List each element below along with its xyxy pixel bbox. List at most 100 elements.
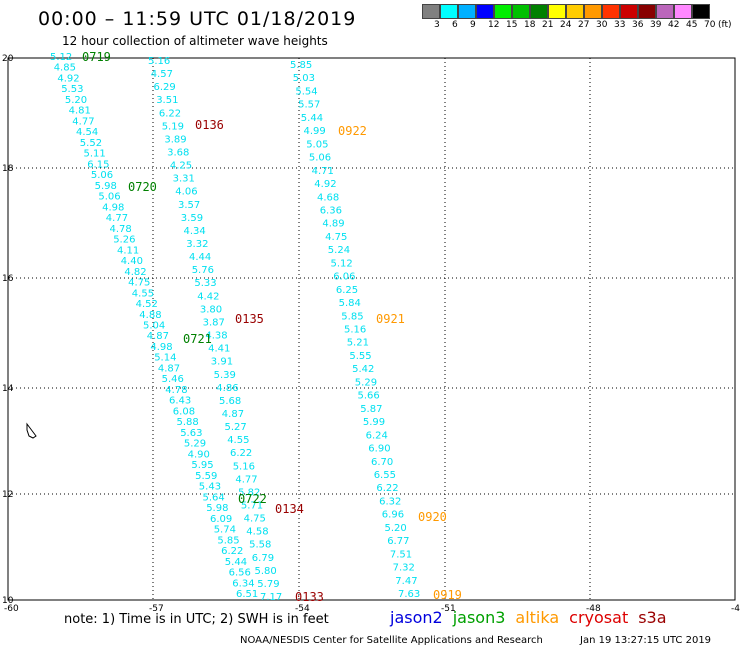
wave-height-value: 3.80 (200, 304, 222, 315)
wave-height-value: 4.42 (197, 291, 219, 302)
wave-height-value: 6.22 (376, 483, 398, 494)
legend-swatch (602, 4, 620, 19)
footer-credit: NOAA/NESDIS Center for Satellite Applica… (240, 635, 543, 646)
legend-label: 21 (542, 20, 554, 30)
wave-height-value: 5.11 (84, 149, 106, 160)
wave-height-value: 4.77 (106, 213, 128, 224)
wave-height-value: 4.78 (110, 224, 132, 235)
legend-unit: (ft) (718, 20, 732, 30)
legend-swatch (494, 4, 512, 19)
legend-swatch (692, 4, 710, 19)
pass-time-label: 0719 (82, 50, 111, 64)
wave-height-value: 7.63 (398, 589, 420, 600)
wave-height-value: 6.29 (154, 82, 176, 93)
wave-height-value: 5.58 (249, 540, 271, 551)
wave-height-value: 5.95 (191, 460, 213, 471)
page-title: 00:00 – 11:59 UTC 01/18/2019 (38, 8, 357, 30)
wave-height-value: 5.99 (363, 417, 385, 428)
wave-height-value: 6.77 (387, 536, 409, 547)
wave-height-value: 6.79 (252, 553, 274, 564)
pass-time-label: 0921 (376, 312, 405, 326)
wave-height-value: 5.64 (203, 492, 225, 503)
wave-height-value: 5.20 (385, 523, 407, 534)
wave-height-value: 3.31 (173, 174, 195, 185)
footer-timestamp: Jan 19 13:27:15 UTC 2019 (580, 635, 712, 646)
wave-height-value: 4.87 (222, 409, 244, 420)
wave-height-value: 4.75 (325, 232, 347, 243)
color-legend: 3 6 9 12 15 18 21 24 27 30 33 36 39 42 45 70 (ft) (422, 4, 740, 31)
wave-height-value: 4.75 (244, 514, 266, 525)
wave-height-value: 4.38 (205, 331, 227, 342)
legend-swatch (458, 4, 476, 19)
wave-height-value: 4.87 (147, 331, 169, 342)
pass-time-label: 0136 (195, 118, 224, 132)
wave-height-value: 3.91 (211, 357, 233, 368)
wave-height-value: 5.19 (162, 121, 184, 132)
wave-height-value: 4.71 (312, 166, 334, 177)
legend-label: 27 (578, 20, 590, 30)
wave-height-value: 4.85 (54, 63, 76, 74)
wave-height-value: 5.05 (306, 139, 328, 150)
wave-height-value: 5.54 (295, 87, 317, 98)
wave-height-value: 5.16 (233, 461, 255, 472)
wave-height-value: 4.87 (158, 364, 180, 375)
wave-height-value: 5.14 (154, 353, 176, 364)
wave-height-value: 6.96 (382, 510, 404, 521)
wave-height-value: 3.68 (167, 148, 189, 159)
wave-height-value: 5.20 (65, 95, 87, 106)
wave-height-value: 5.16 (344, 325, 366, 336)
wave-height-value: 6.22 (230, 448, 252, 459)
wave-height-value: 6.70 (371, 457, 393, 468)
legend-swatch (674, 4, 692, 19)
wave-height-value: 5.53 (61, 84, 83, 95)
wave-height-value: 4.52 (136, 299, 158, 310)
wave-height-value: 3.59 (181, 213, 203, 224)
wave-height-value: 6.08 (173, 406, 195, 417)
lon-label: -51 (441, 604, 456, 614)
pass-time-label: 0919 (433, 588, 462, 602)
wave-height-value: 6.56 (229, 568, 251, 579)
wave-height-value: 5.24 (328, 245, 350, 256)
wave-height-value: 5.42 (352, 364, 374, 375)
wave-height-value: 4.82 (124, 267, 146, 278)
lat-label: 20 (2, 54, 14, 64)
legend-swatch (638, 4, 656, 19)
wave-height-value: 5.26 (113, 235, 135, 246)
wave-height-value: 4.88 (139, 310, 161, 321)
legend-label: 12 (488, 20, 500, 30)
wave-height-value: 5.46 (162, 374, 184, 385)
page-subtitle: 12 hour collection of altimeter wave hei… (62, 34, 328, 48)
wave-height-value: 3.87 (203, 318, 225, 329)
legend-swatch (620, 4, 638, 19)
lon-label: -57 (149, 604, 164, 614)
legend-label: 36 (632, 20, 644, 30)
wave-height-value: 5.98 (95, 181, 117, 192)
wave-height-value: 4.06 (175, 187, 197, 198)
wave-height-value: 4.57 (151, 69, 173, 80)
wave-height-value: 5.29 (355, 377, 377, 388)
wave-height-value: 5.06 (91, 170, 113, 181)
wave-height-value: 5.55 (349, 351, 371, 362)
wave-height-value: 4.89 (322, 219, 344, 230)
wave-height-value: 4.40 (121, 256, 143, 267)
lat-label: 18 (2, 164, 14, 174)
island-outline (26, 422, 37, 439)
legend-label: 42 (668, 20, 680, 30)
wave-height-value: 7.17 (260, 592, 282, 603)
wave-height-value: 6.36 (320, 206, 342, 217)
wave-height-value: 4.55 (227, 435, 249, 446)
pass-time-labels: 0719 0720 0721 0722 0136 0135 0134 0133 0922 0921… (82, 50, 462, 604)
wave-height-value: 5.79 (257, 579, 279, 590)
wave-height-value: 5.80 (255, 566, 277, 577)
legend-label: 6 (452, 20, 458, 30)
wave-height-value: 5.74 (214, 525, 236, 536)
legend-swatch (656, 4, 674, 19)
satellite-name: cryosat (569, 608, 629, 627)
wave-height-value: 5.12 (50, 52, 72, 63)
wave-height-value: 5.85 (341, 311, 363, 322)
wave-height-value: 5.87 (360, 404, 382, 415)
wave-height-value: 5.44 (301, 113, 323, 124)
wave-height-value: 5.59 (195, 471, 217, 482)
lat-label: 10 (2, 596, 14, 606)
